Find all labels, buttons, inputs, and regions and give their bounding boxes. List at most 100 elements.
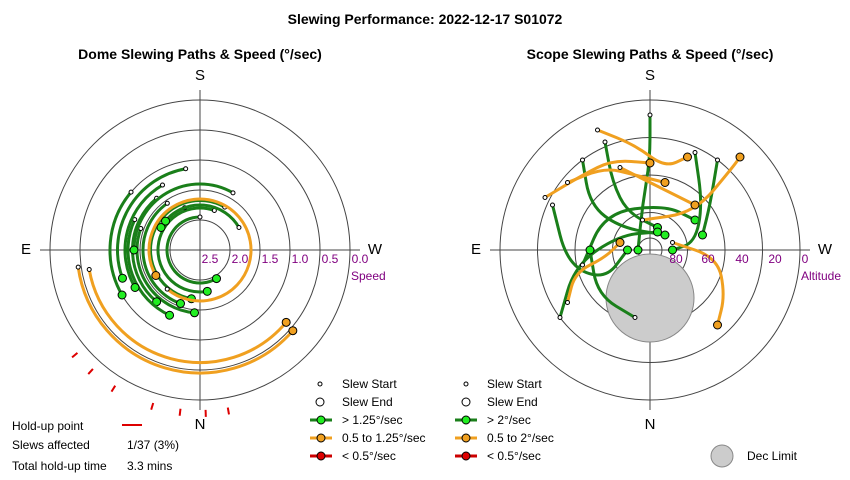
- dome-slew-start: [86, 267, 92, 273]
- dome-slew-end: [151, 271, 161, 280]
- dome-slew-end: [202, 286, 212, 296]
- scope-slew-path: [619, 166, 696, 207]
- scope-slew-end: [645, 158, 655, 168]
- dome-slew-start: [75, 264, 81, 270]
- dome-slew-path: [87, 269, 288, 364]
- dome-paths: [75, 166, 298, 375]
- scope-slew-end: [623, 245, 632, 255]
- dome-dir-right: W: [368, 241, 383, 258]
- dome-panel: Dome Slewing Paths & Speed (°/sec) S N E…: [21, 46, 386, 433]
- scope-slew-start: [550, 202, 555, 208]
- dome-dir-bottom: N: [195, 416, 206, 433]
- holdup-mark: [226, 407, 230, 415]
- scope-tick-label: 40: [735, 252, 749, 266]
- scope-legend-slew-start: Slew Start: [487, 377, 542, 391]
- dome-slew-end: [190, 308, 200, 318]
- holdup-mark: [71, 352, 79, 359]
- scope-slew-path: [672, 152, 703, 252]
- dome-radial-axis-label: Speed: [351, 269, 386, 283]
- dome-slew-path: [156, 206, 215, 294]
- dome-slew-path: [126, 218, 171, 317]
- dome-slew-start: [230, 190, 236, 196]
- holdup-time-label: Total hold-up time: [12, 459, 107, 473]
- dome-slew-path: [165, 215, 218, 285]
- scope-slew-path: [672, 241, 725, 326]
- dome-slew-end: [161, 216, 171, 226]
- scope-slew-start: [557, 315, 563, 320]
- scope-slew-start: [565, 180, 570, 185]
- scope-legend-medium-marker: [461, 433, 471, 443]
- scope-legend-slew-end: Slew End: [487, 395, 538, 409]
- slews-affected-value: 1/37 (3%): [127, 438, 179, 452]
- scope-slew-end: [668, 245, 677, 255]
- scope-slew-end: [615, 238, 625, 247]
- scope-legend-slow-marker: [461, 451, 471, 461]
- dome-tick-label: 2.5: [202, 252, 219, 266]
- scope-slew-start: [670, 240, 675, 245]
- scope-slew-start: [595, 127, 600, 133]
- dome-slew-end: [152, 297, 162, 307]
- scope-slew-path: [581, 206, 696, 266]
- scope-slew-path: [603, 141, 659, 229]
- scope-slew-start: [565, 300, 570, 305]
- scope-dir-left: E: [471, 241, 481, 258]
- scope-slew-start: [632, 315, 638, 320]
- scope-paths: [542, 112, 745, 330]
- scope-slew-end: [660, 178, 670, 187]
- scope-slew-path: [544, 159, 651, 199]
- dome-slew-start: [164, 200, 170, 206]
- scope-dir-bottom: N: [645, 416, 656, 433]
- dome-slew-end: [130, 283, 140, 292]
- dome-legend-slew-end: Slew End: [342, 395, 393, 409]
- dome-slew-path: [116, 167, 186, 279]
- scope-slew-start: [715, 157, 720, 163]
- dome-speed-ticks: 2.5 2.0 1.5 1.0 0.5 0.0: [202, 252, 369, 266]
- dome-slew-path: [76, 266, 294, 375]
- dome-slew-path: [164, 203, 241, 229]
- scope-slew-end: [713, 320, 722, 330]
- scope-legend: Slew Start Slew End > 2°/sec 0.5 to 2°/s…: [455, 377, 798, 468]
- legend-slew-start-marker: [317, 381, 323, 387]
- scope-slew-start: [640, 217, 645, 223]
- scope-slew-path: [566, 241, 622, 303]
- slews-affected-label: Slews affected: [12, 438, 90, 452]
- dome-slew-start: [236, 225, 242, 230]
- dome-slew-start: [128, 189, 134, 195]
- scope-legend-fast-marker: [461, 415, 471, 425]
- scope-slew-end: [653, 227, 662, 237]
- scope-title: Scope Slewing Paths & Speed (°/sec): [527, 46, 774, 62]
- scope-slew-start: [580, 157, 585, 163]
- legend-medium-marker: [316, 433, 326, 443]
- dome-slew-end: [212, 274, 221, 284]
- dome-slew-end: [288, 326, 298, 336]
- scope-slew-start: [542, 195, 548, 200]
- scope-slew-path: [596, 128, 689, 166]
- scope-slew-start: [602, 139, 608, 145]
- dome-tick-label: 2.0: [232, 252, 249, 266]
- scope-slew-start: [617, 165, 623, 170]
- holdup-mark: [178, 408, 182, 416]
- scope-slew-start: [580, 262, 585, 268]
- holdup-time-value: 3.3 mins: [127, 459, 172, 473]
- dome-tick-label: 1.0: [292, 252, 309, 266]
- scope-slew-path: [581, 159, 666, 237]
- dome-dir-left: E: [21, 241, 31, 258]
- dome-legend-slew-start: Slew Start: [342, 377, 397, 391]
- dome-slew-end: [156, 223, 166, 232]
- dome-legend-medium: 0.5 to 1.25°/sec: [342, 431, 426, 445]
- dome-tick-label: 0.5: [322, 252, 339, 266]
- dome-legend: Slew Start Slew End > 1.25°/sec 0.5 to 1…: [310, 377, 426, 463]
- dome-slew-path: [135, 227, 195, 315]
- dome-slew-path: [147, 197, 253, 303]
- scope-dir-top: S: [645, 67, 655, 84]
- legend-fast-marker: [316, 415, 326, 425]
- holdup-point-label: Hold-up point: [12, 419, 84, 433]
- scope-panel: Scope Slewing Paths & Speed (°/sec) S N …: [471, 46, 841, 433]
- dome-legend-fast: > 1.25°/sec: [342, 413, 403, 427]
- holdup-mark: [87, 368, 94, 375]
- dome-legend-slow: < 0.5°/sec: [342, 449, 396, 463]
- scope-slew-end: [585, 245, 595, 255]
- dome-tick-label: 1.5: [262, 252, 279, 266]
- holdup-mark: [110, 385, 117, 393]
